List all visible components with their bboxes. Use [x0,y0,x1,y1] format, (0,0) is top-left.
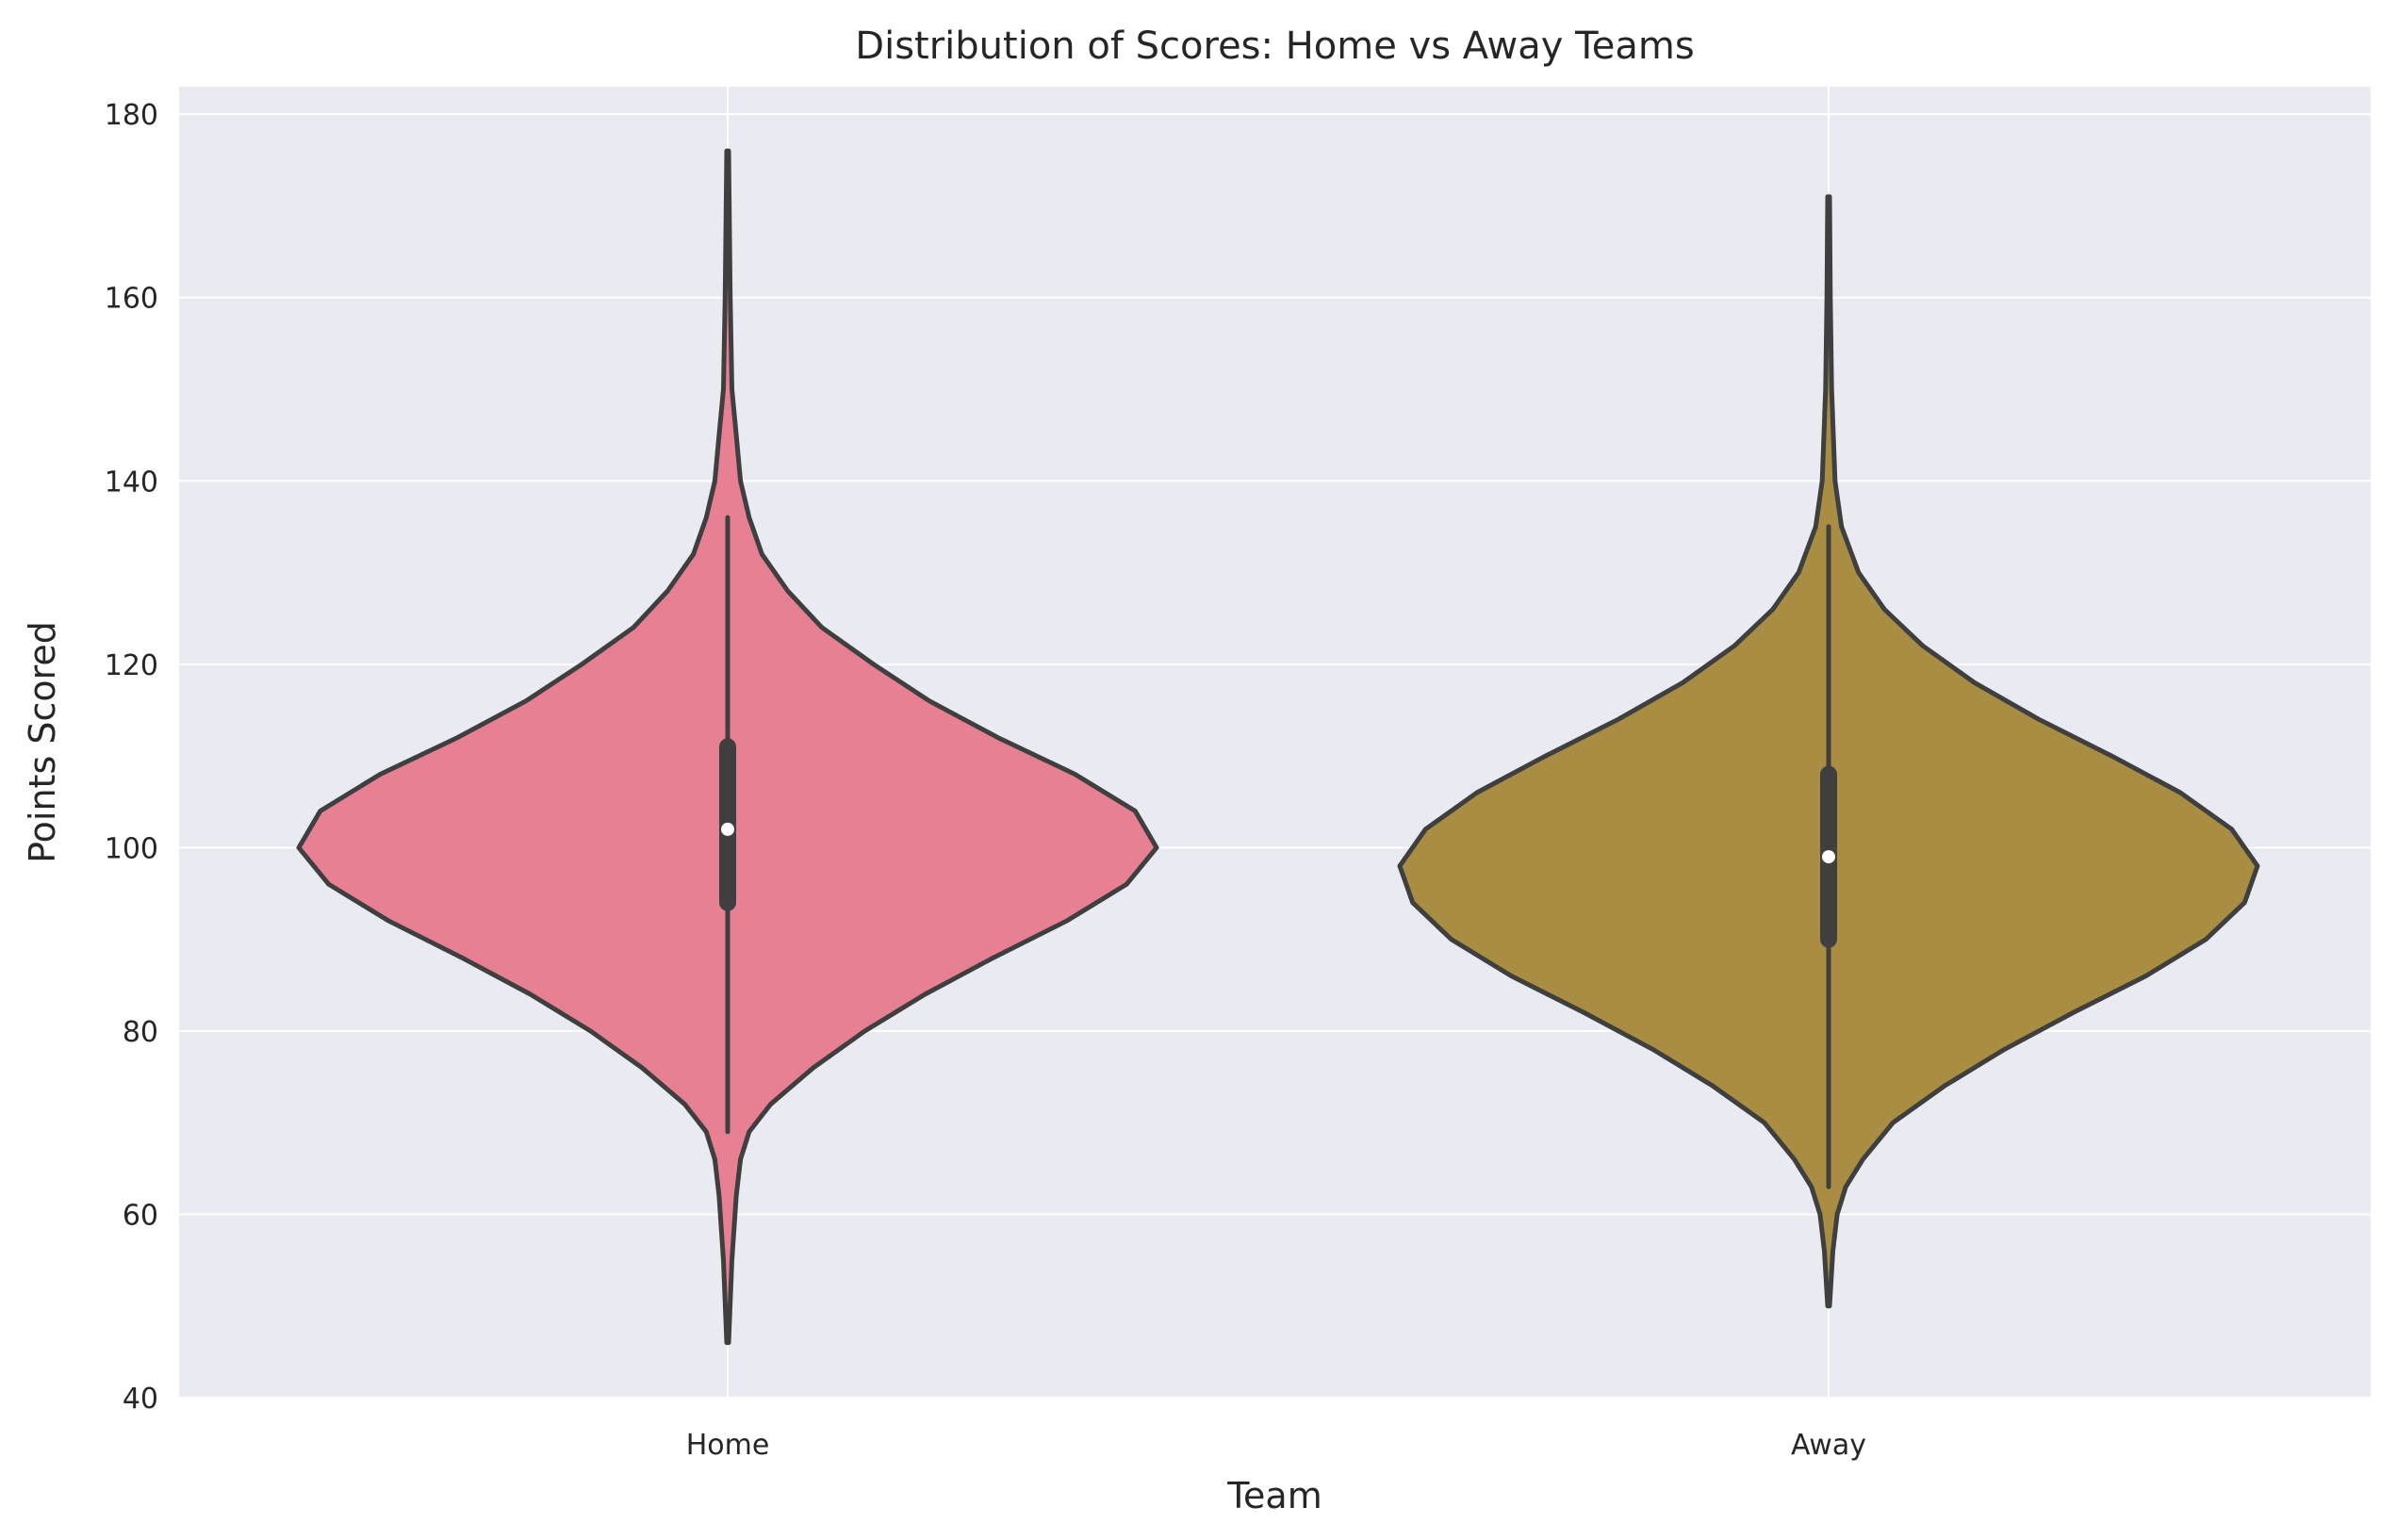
violin-home [296,148,1159,1346]
x-axis-title: Team [1226,1475,1322,1516]
chart-title: Distribution of Scores: Home vs Away Tea… [855,25,1694,68]
y-tick-label: 180 [105,99,158,132]
y-axis-title: Points Scored [22,621,63,863]
y-tick-label: 100 [105,832,158,865]
y-tick-label: 120 [105,649,158,682]
y-tick-label: 160 [105,283,158,316]
y-tick-label: 40 [123,1383,158,1416]
x-tick-labels: Home Away [686,1429,1866,1462]
y-tick-labels: 40 60 80 100 120 140 160 180 [105,99,158,1416]
y-tick-label: 140 [105,466,158,499]
median-marker-home [721,822,734,836]
x-tick-label-home: Home [686,1429,770,1462]
y-tick-label: 80 [123,1016,158,1049]
median-marker-away [1822,850,1835,864]
violin-away [1397,194,2260,1309]
x-tick-label-away: Away [1791,1429,1866,1462]
violins [296,148,2260,1346]
y-tick-label: 60 [123,1199,158,1232]
